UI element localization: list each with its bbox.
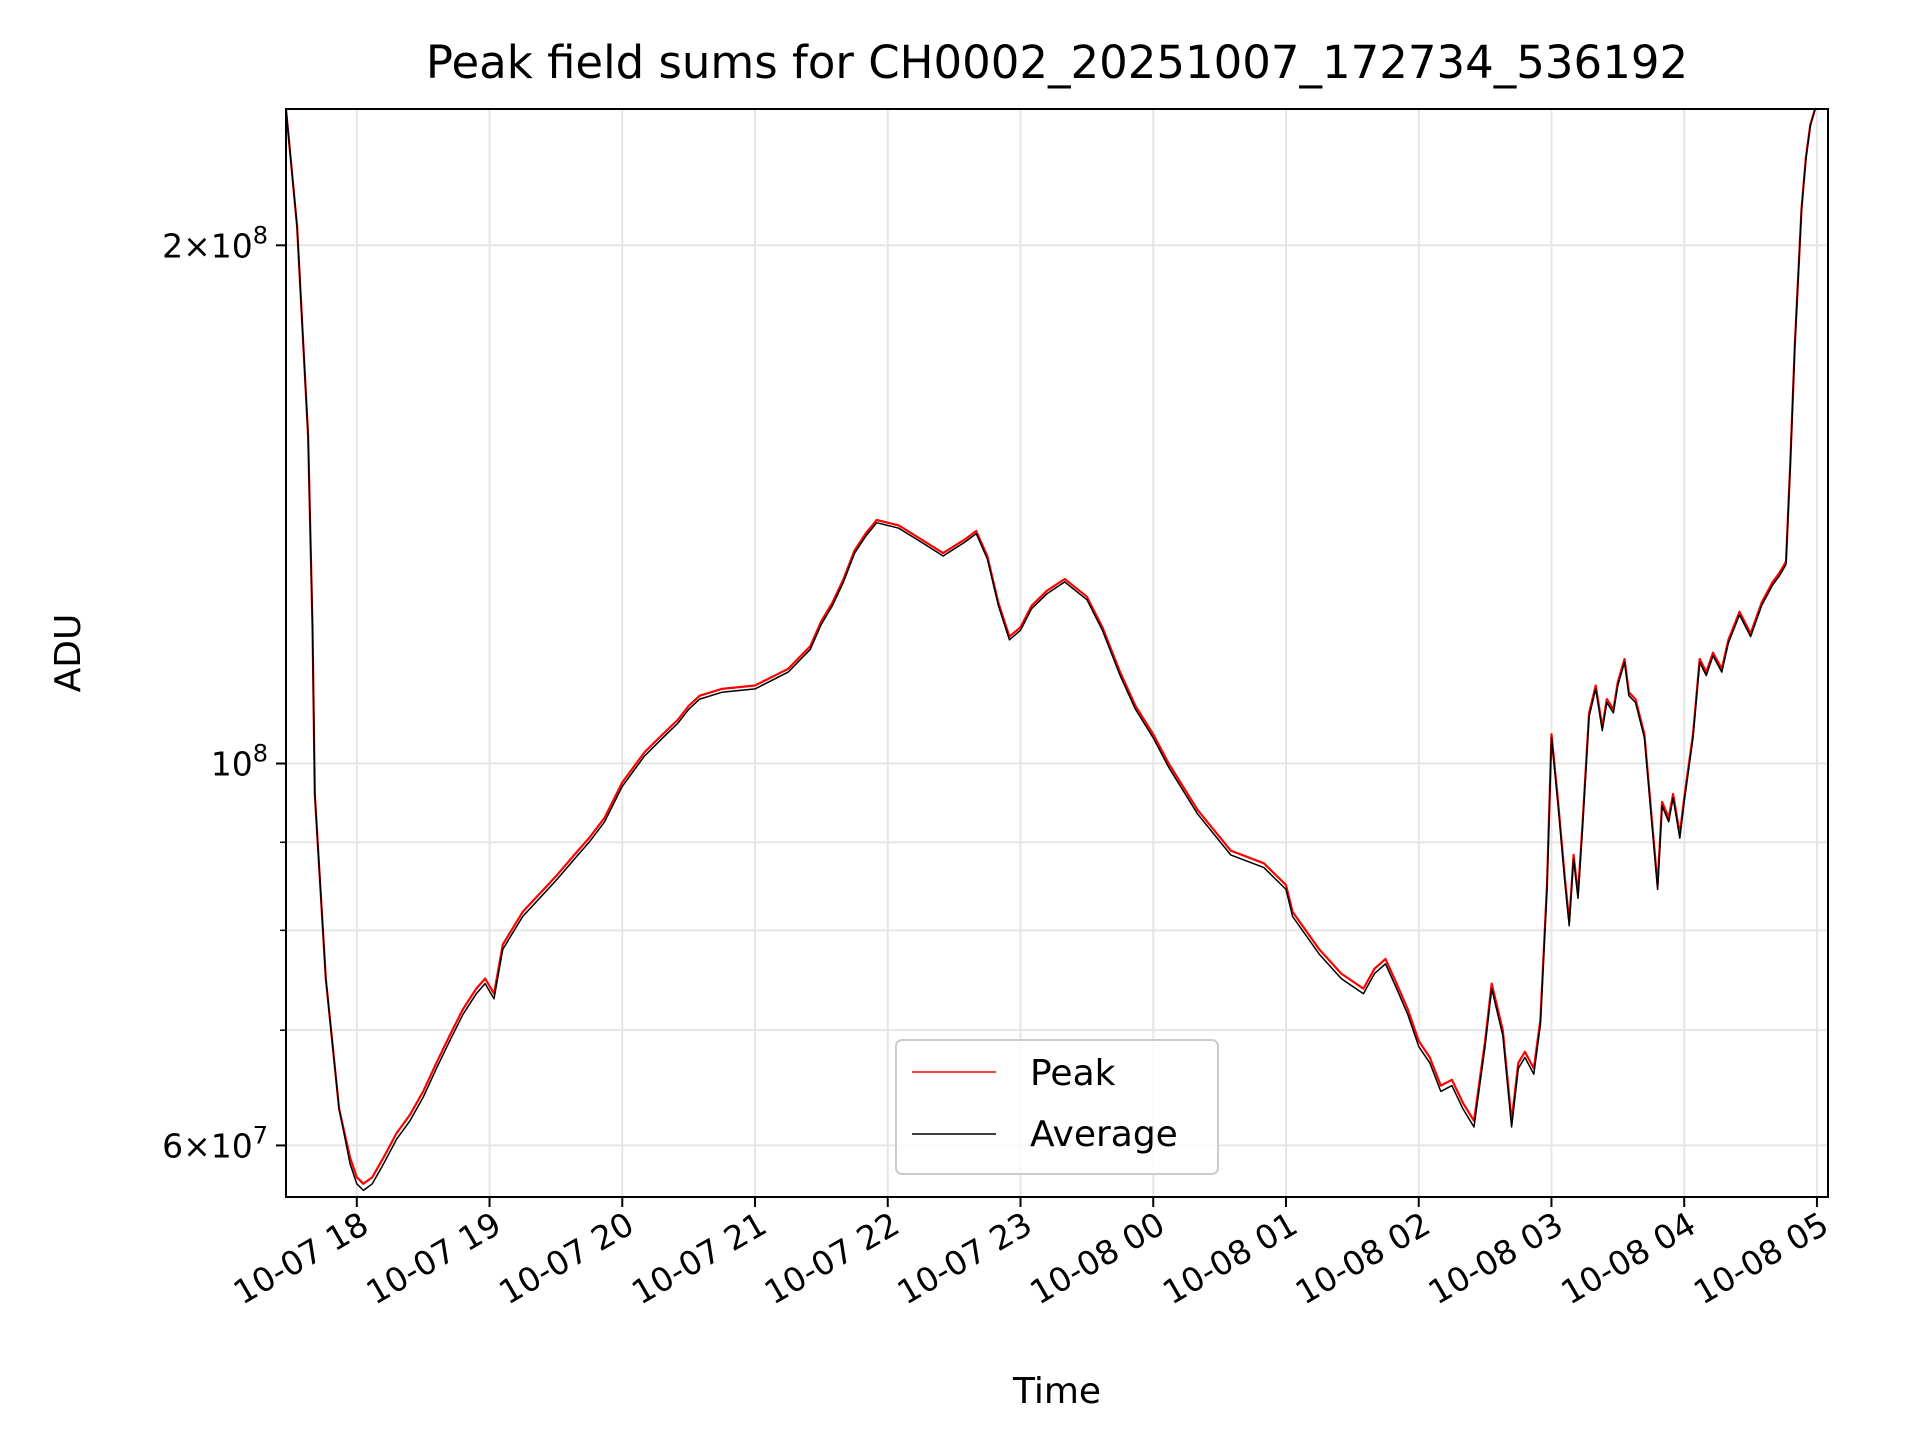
legend-label-peak: Peak bbox=[1030, 1053, 1116, 1094]
y-tick-mantissa: 6 bbox=[162, 1126, 183, 1165]
chart-title: Peak field sums for CH0002_20251007_1727… bbox=[426, 36, 1688, 89]
y-tick-label: 108 bbox=[211, 740, 268, 784]
legend-frame bbox=[895, 1039, 1219, 1175]
y-tick-label: 6×107 bbox=[162, 1121, 268, 1165]
series-layer bbox=[286, 109, 1817, 1192]
y-tick-label: 2×108 bbox=[162, 221, 268, 265]
x-axis-label: Time bbox=[1012, 1371, 1101, 1412]
series-line-average bbox=[286, 109, 1816, 1192]
y-tick-times: × bbox=[183, 1126, 211, 1165]
y-tick-mantissa: 2 bbox=[162, 226, 183, 265]
y-tick-exponent: 8 bbox=[253, 740, 268, 768]
y-tick-exponent: 7 bbox=[253, 1121, 268, 1149]
y-tick-times: × bbox=[183, 226, 211, 265]
y-axis-label: ADU bbox=[48, 614, 89, 693]
y-tick-base: 10 bbox=[211, 745, 253, 784]
legend: Peak Average bbox=[895, 1039, 1219, 1175]
series-line-peak bbox=[286, 109, 1817, 1185]
legend-label-average: Average bbox=[1030, 1114, 1178, 1155]
y-tick-base: 10 bbox=[211, 1126, 253, 1165]
y-tick-exponent: 8 bbox=[253, 221, 268, 249]
plot-frame bbox=[285, 108, 1829, 1198]
y-tick-base: 10 bbox=[211, 226, 253, 265]
grid bbox=[286, 109, 1828, 1197]
